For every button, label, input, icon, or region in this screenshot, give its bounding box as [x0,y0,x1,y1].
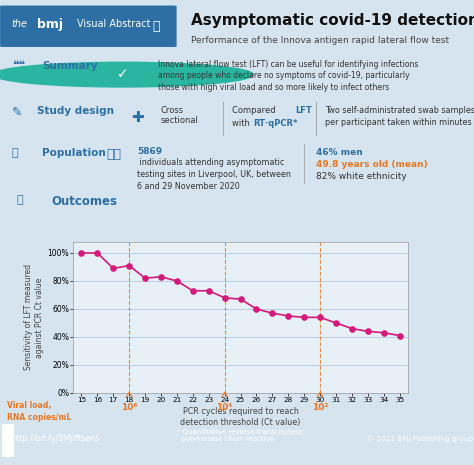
Point [189,287,197,294]
Y-axis label: Sensitivity of LFT measured
against PCR Ct value: Sensitivity of LFT measured against PCR … [24,264,44,371]
Text: Cross
sectional: Cross sectional [160,106,198,125]
Point [157,273,165,280]
Text: 👥: 👥 [12,148,18,158]
Point [205,287,212,294]
Point [125,262,133,269]
Point [316,314,324,321]
Point [237,295,244,303]
Point [221,294,228,301]
Text: 10⁴: 10⁴ [217,403,233,412]
Text: Asymptomatic covid-19 detection: Asymptomatic covid-19 detection [191,13,474,27]
Text: 👁: 👁 [152,20,159,33]
Text: LFT: LFT [295,106,312,115]
Point [173,277,181,285]
Text: individuals attending asymptomatic
testing sites in Liverpool, UK, between
6 and: individuals attending asymptomatic testi… [137,158,291,191]
Point [284,312,292,319]
Text: RT·qPCR*: RT·qPCR* [253,119,298,127]
Text: ✚: ✚ [131,110,144,125]
Text: ✎: ✎ [12,106,22,119]
Text: Visual Abstract: Visual Abstract [77,20,150,29]
Text: 👤👤: 👤👤 [106,148,121,161]
Point [301,314,308,321]
X-axis label: PCR cycles required to reach
detection threshold (Ct value): PCR cycles required to reach detection t… [181,407,301,427]
Text: ❝❝: ❝❝ [12,60,25,71]
Text: Innova lateral flow test (LFT) can be useful for identifying infections
among pe: Innova lateral flow test (LFT) can be us… [158,60,419,92]
Text: 10⁶: 10⁶ [121,403,137,412]
Text: Population: Population [42,148,106,158]
Text: 5869: 5869 [137,146,162,156]
Text: Outcomes: Outcomes [51,195,117,208]
Text: http://bit.ly/BMJlftsens: http://bit.ly/BMJlftsens [12,434,100,443]
Text: * Quantitative reverse-transcriptase
  polymerase chain reaction: * Quantitative reverse-transcriptase pol… [177,429,302,442]
Point [364,328,372,335]
Text: bmj: bmj [37,18,63,31]
Point [380,329,388,337]
Text: with: with [232,119,253,127]
Text: Performance of the Innova antigen rapid lateral flow test: Performance of the Innova antigen rapid … [191,35,449,45]
Text: Compared: Compared [232,106,279,115]
Point [269,309,276,317]
Text: 46% men: 46% men [316,148,363,157]
Point [332,319,340,327]
Circle shape [0,62,253,87]
Point [109,265,117,272]
Text: Summary: Summary [42,60,98,71]
Text: 10²: 10² [312,403,328,412]
Text: 49.8 years old (mean): 49.8 years old (mean) [316,160,428,169]
Text: 82% white ethnicity: 82% white ethnicity [316,172,407,181]
FancyBboxPatch shape [2,424,14,457]
Point [93,249,101,257]
Text: 📊: 📊 [16,195,23,205]
Text: Study design: Study design [37,106,114,116]
Point [348,325,356,332]
Point [253,305,260,312]
Point [141,274,149,282]
Text: Viral load,
RNA copies/mL: Viral load, RNA copies/mL [7,401,72,422]
Text: Two self-administrated swab samples
per participant taken within minutes: Two self-administrated swab samples per … [325,106,474,126]
Point [78,249,85,257]
Text: the: the [12,20,27,29]
FancyBboxPatch shape [0,6,177,47]
Text: ✓: ✓ [118,67,129,81]
Point [396,332,403,339]
Text: © 2021 BMJ Publishing group Ltd.: © 2021 BMJ Publishing group Ltd. [367,435,474,442]
